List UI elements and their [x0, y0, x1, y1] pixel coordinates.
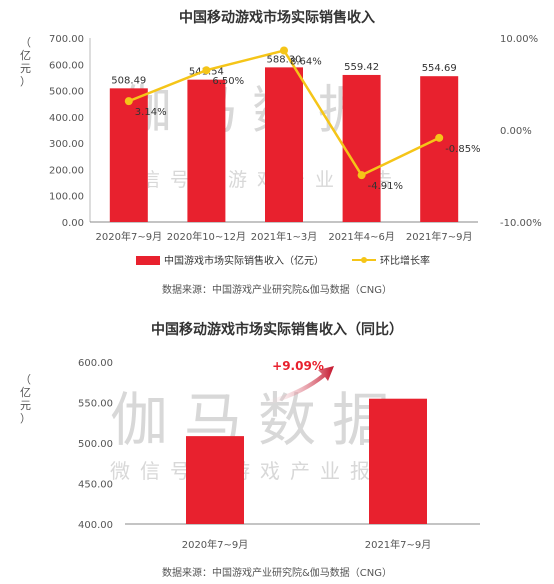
- y-tick-label: 600.00: [49, 60, 84, 71]
- chart-1-y-axis-label: （亿元）: [20, 36, 31, 88]
- chart-2-growth-annotation: +9.09%: [272, 359, 324, 373]
- y-tick-label: 100.00: [49, 192, 84, 203]
- y2-tick-label: 10.00%: [500, 34, 538, 45]
- x-tick-label: 2021年4~6月: [328, 230, 395, 243]
- watermark-text: 微信号：游戏产业报告: [112, 169, 402, 191]
- legend-bar-swatch: [136, 256, 160, 265]
- chart-1-y2-ticks: 10.00% 0.00% -10.00%: [500, 34, 542, 229]
- x-tick-label: 2021年1~3月: [251, 230, 318, 243]
- growth-arrow-icon: [262, 366, 334, 406]
- bar-value-label: 588.30: [267, 54, 302, 65]
- y-tick-label: 700.00: [49, 34, 84, 45]
- bar: [186, 436, 244, 524]
- y-tick-label: 400.00: [78, 520, 113, 531]
- line-point: [357, 171, 366, 180]
- bar-value-label: 508.49: [111, 75, 146, 86]
- y-tick-label: 400.00: [49, 113, 84, 124]
- line-value-label: 8.64%: [290, 57, 322, 68]
- chart-2-y-ticks: 400.00 450.00 500.00 550.00 600.00: [78, 358, 113, 531]
- chart-1-legend: 中国游戏市场实际销售收入（亿元） 环比增长率: [136, 254, 430, 267]
- x-tick-label: 2020年10~12月: [167, 230, 246, 243]
- y2-tick-label: 0.00%: [500, 126, 532, 137]
- x-tick-label: 2020年7~9月: [96, 230, 163, 243]
- y-tick-label: 550.00: [78, 399, 113, 410]
- legend-line-marker: [361, 257, 367, 263]
- watermark-logo-2: 伽马数据: [110, 386, 406, 454]
- bar-value-label: 559.42: [344, 62, 379, 73]
- chart-2-y-axis-label: （亿元）: [20, 373, 31, 425]
- line-value-label: -0.85%: [445, 144, 480, 155]
- chart-2-source: 数据来源：中国游戏产业研究院&伽马数据（CNG）: [162, 566, 392, 579]
- chart-1-x-ticks: 2020年7~9月 2020年10~12月 2021年1~3月 2021年4~6月 20…: [96, 230, 473, 243]
- line-point: [124, 97, 133, 106]
- watermark-text-2: 微信号：游戏产业报告: [110, 459, 410, 483]
- chart-2-bars: [186, 398, 427, 524]
- legend-line-label: 环比增长率: [380, 254, 430, 267]
- legend-bar-label: 中国游戏市场实际销售收入（亿元）: [164, 254, 324, 267]
- watermark-logo: 伽马数据: [120, 81, 384, 141]
- y-tick-label: 500.00: [78, 439, 113, 450]
- bar-value-label: 554.69: [422, 63, 457, 74]
- line-point: [435, 133, 444, 142]
- x-tick-label: 2020年7~9月: [182, 538, 249, 551]
- chart-1-title: 中国移动游戏市场实际销售收入: [179, 9, 375, 26]
- x-tick-label: 2021年7~9月: [365, 538, 432, 551]
- y-tick-label: 0.00: [62, 218, 84, 229]
- x-tick-label: 2021年7~9月: [406, 230, 473, 243]
- y2-tick-label: -10.00%: [500, 218, 542, 229]
- bar: [369, 398, 427, 524]
- chart-1-y-ticks: 0.00 100.00 200.00 300.00 400.00 500.00 600.00…: [49, 34, 84, 229]
- chart-2-x-ticks: 2020年7~9月 2021年7~9月: [182, 538, 432, 551]
- chart-2-title: 中国移动游戏市场实际销售收入（同比）: [151, 321, 403, 338]
- chart-2: 中国移动游戏市场实际销售收入（同比） （亿元） 400.00 450.00 500.…: [20, 321, 480, 579]
- bar: [265, 67, 303, 222]
- chart-1-source: 数据来源：中国游戏产业研究院&伽马数据（CNG）: [162, 283, 392, 296]
- y-tick-label: 450.00: [78, 480, 113, 491]
- bar: [420, 76, 459, 222]
- line-point: [280, 46, 288, 55]
- y-tick-label: 600.00: [78, 358, 113, 369]
- y-tick-label: 500.00: [49, 87, 84, 98]
- line-value-label: 6.50%: [212, 76, 244, 87]
- bar: [187, 79, 226, 222]
- bar: [109, 88, 148, 222]
- chart-1: 中国移动游戏市场实际销售收入 （亿元） 0.00 100.00 200.00 300.…: [20, 9, 542, 296]
- y-tick-label: 200.00: [49, 165, 84, 176]
- chart-1-line: 3.14% 6.50% 8.64% -4.91% -0.85%: [124, 46, 481, 192]
- line-value-label: -4.91%: [368, 181, 403, 192]
- y-tick-label: 300.00: [49, 139, 84, 150]
- line-point: [202, 66, 211, 75]
- bar: [342, 74, 381, 222]
- line-value-label: 3.14%: [135, 107, 167, 118]
